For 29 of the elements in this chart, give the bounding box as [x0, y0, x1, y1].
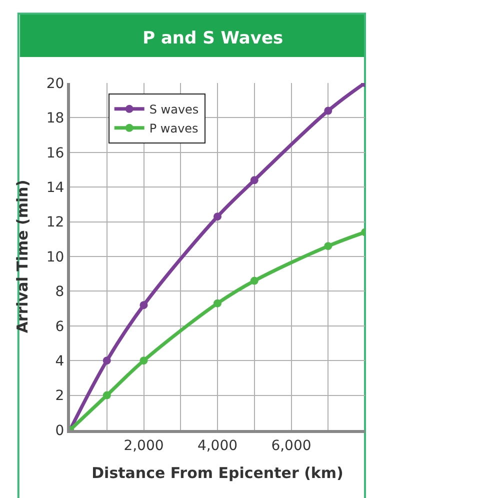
point	[140, 356, 148, 365]
x-tick-label: 2,000	[124, 438, 164, 454]
y-tick-label: 20	[46, 76, 64, 92]
y-tick-label: 0	[55, 422, 64, 439]
y-tick-label: 8	[55, 284, 64, 300]
point	[102, 391, 111, 400]
y-tick-label: 6	[55, 318, 64, 335]
y-tick-label: 14	[46, 180, 64, 196]
y-tick-label: 4	[55, 354, 64, 370]
y-tick-label: 16	[46, 145, 64, 162]
x-tick-label: 6,000	[271, 438, 312, 454]
y-axis-title: Arrival Time (min)	[14, 180, 32, 334]
point	[102, 356, 111, 365]
point	[250, 176, 258, 184]
x-tick-label: 4,000	[197, 438, 238, 454]
y-tick-label: 12	[46, 214, 64, 231]
point	[324, 106, 332, 115]
point	[324, 242, 332, 250]
legend-label: P waves	[149, 122, 198, 136]
point	[250, 276, 258, 285]
y-tick-label: 10	[46, 249, 64, 266]
point	[214, 299, 222, 308]
x-axis-title: Distance From Epicenter (km)	[92, 464, 344, 482]
point	[140, 301, 148, 310]
point	[214, 212, 222, 221]
chart-title: P and S Waves	[142, 28, 284, 48]
legend-label: S waves	[149, 102, 199, 117]
y-tick-label: 2	[55, 388, 64, 404]
y-tick-label: 18	[46, 110, 64, 127]
